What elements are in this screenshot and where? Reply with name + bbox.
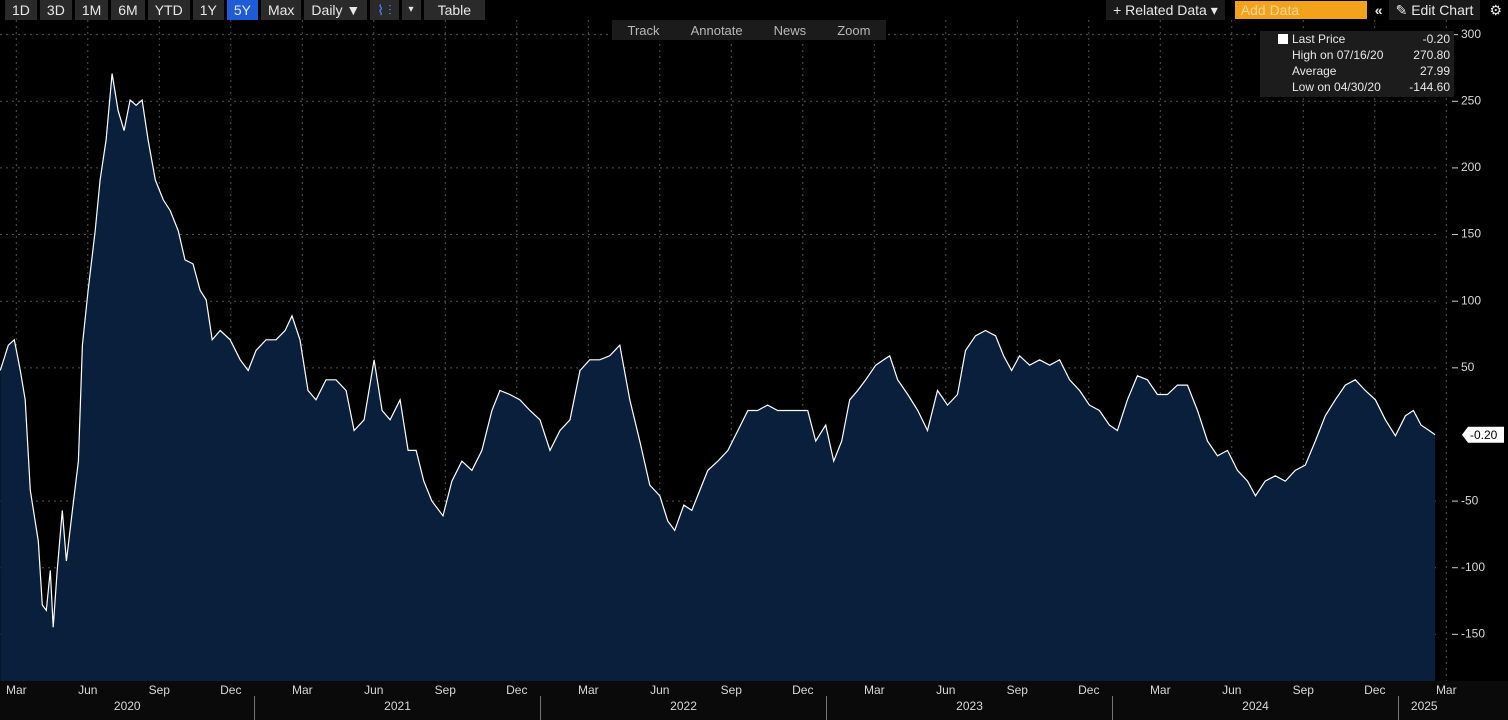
- range-button[interactable]: 5Y: [226, 0, 258, 20]
- x-tick-label: Dec: [1364, 683, 1385, 697]
- range-button[interactable]: YTD: [147, 0, 190, 20]
- year-label: 2025: [1411, 699, 1438, 713]
- chart-tools: Track Annotate News Zoom: [612, 20, 886, 40]
- y-tick-label: -100: [1461, 560, 1485, 574]
- x-tick-label: Sep: [435, 683, 457, 697]
- legend-label: Last Price: [1292, 32, 1346, 46]
- legend-row: High on 07/16/20 270.80: [1260, 47, 1454, 63]
- x-tick-label: Jun: [78, 683, 97, 697]
- x-tick-label: Mar: [1436, 683, 1457, 697]
- legend-label: Average: [1292, 64, 1337, 78]
- area: [0, 73, 1436, 682]
- toolbar: 1D 3D 1M 6M YTD 1Y 5Y Max Daily ▼ ⌇ ⫶ ▾ Table: [5, 0, 488, 20]
- year-label: 2021: [384, 699, 411, 713]
- x-tick-label: Jun: [650, 683, 669, 697]
- x-tick-label: Jun: [1222, 683, 1241, 697]
- axis-strip: [0, 681, 1508, 720]
- legend-label: High on 07/16/20: [1292, 48, 1384, 62]
- range-button[interactable]: 6M: [111, 0, 145, 20]
- legend-value: -144.60: [1409, 80, 1450, 94]
- x-tick-label: Sep: [1007, 683, 1029, 697]
- x-tick-label: Dec: [1078, 683, 1099, 697]
- range-button[interactable]: 1Y: [192, 0, 224, 20]
- add-data-input[interactable]: Add Data: [1234, 1, 1367, 19]
- x-tick-label: Jun: [364, 683, 383, 697]
- y-tick-label: -50: [1461, 493, 1479, 507]
- table-button[interactable]: Table: [423, 0, 486, 20]
- legend-row: Low on 04/30/20 -144.60: [1260, 79, 1454, 95]
- legend-row: Average 27.99: [1260, 63, 1454, 79]
- y-tick-label: 250: [1461, 93, 1481, 107]
- x-tick-label: Mar: [6, 683, 27, 697]
- range-button[interactable]: 1M: [74, 0, 109, 20]
- x-tick-label: Sep: [721, 683, 743, 697]
- legend-value: 27.99: [1419, 64, 1450, 78]
- legend-value: 270.80: [1413, 48, 1450, 62]
- x-tick-label: Sep: [1293, 683, 1315, 697]
- range-button[interactable]: Max: [260, 0, 302, 20]
- y-tick-label: 100: [1461, 293, 1481, 307]
- year-label: 2020: [114, 699, 141, 713]
- toolbar-right: + Related Data ▾ Add Data « ✎ Edit Chart…: [1106, 0, 1508, 20]
- tool-button[interactable]: Track: [627, 22, 660, 38]
- line: [0, 73, 1436, 628]
- settings-icon[interactable]: ⚙: [1489, 1, 1502, 18]
- legend-row: Last Price -0.20: [1260, 31, 1454, 47]
- chart-type-icons[interactable]: ⌇ ⫶: [370, 0, 399, 20]
- y-tick-label: 150: [1461, 227, 1481, 241]
- tool-button[interactable]: News: [773, 22, 807, 38]
- edit-chart[interactable]: ✎ Edit Chart: [1388, 0, 1481, 20]
- frequency-select[interactable]: Daily ▼: [304, 0, 368, 20]
- x-tick-label: Dec: [220, 683, 241, 697]
- legend-label: Low on 04/30/20: [1292, 80, 1381, 94]
- year-label: 2024: [1242, 699, 1269, 713]
- legend-swatch: [1278, 34, 1288, 44]
- x-tick-label: Mar: [1150, 683, 1171, 697]
- x-tick-label: Mar: [864, 683, 885, 697]
- tool-button[interactable]: Annotate: [690, 22, 743, 38]
- last-price-marker: [1462, 426, 1504, 443]
- year-label: 2022: [670, 699, 697, 713]
- x-tick-label: Dec: [792, 683, 813, 697]
- x-tick-label: Sep: [149, 683, 171, 697]
- x-tick-label: Jun: [936, 683, 955, 697]
- range-button[interactable]: 3D: [39, 0, 72, 20]
- y-tick-label: 50: [1461, 360, 1475, 374]
- x-tick-label: Dec: [506, 683, 527, 697]
- y-tick-label: 200: [1461, 160, 1481, 174]
- x-tick-label: Mar: [292, 683, 313, 697]
- year-label: 2023: [956, 699, 983, 713]
- more-dropdown[interactable]: ▾: [401, 0, 421, 20]
- collapse-icon[interactable]: «: [1374, 2, 1383, 18]
- x-tick-label: Mar: [578, 683, 599, 697]
- tool-button[interactable]: Zoom: [837, 22, 871, 38]
- legend: Last Price -0.20 High on 07/16/20 270.80 Ave…: [1260, 31, 1454, 97]
- legend-value: -0.20: [1422, 32, 1450, 46]
- range-button[interactable]: 1D: [5, 0, 37, 20]
- related-data[interactable]: + Related Data ▾: [1106, 0, 1225, 20]
- y-tick-label: 300: [1461, 27, 1481, 41]
- y-tick-label: -150: [1461, 627, 1485, 641]
- edit-chart-label: Edit Chart: [1411, 2, 1474, 18]
- last-price-label: -0.20: [1470, 428, 1498, 442]
